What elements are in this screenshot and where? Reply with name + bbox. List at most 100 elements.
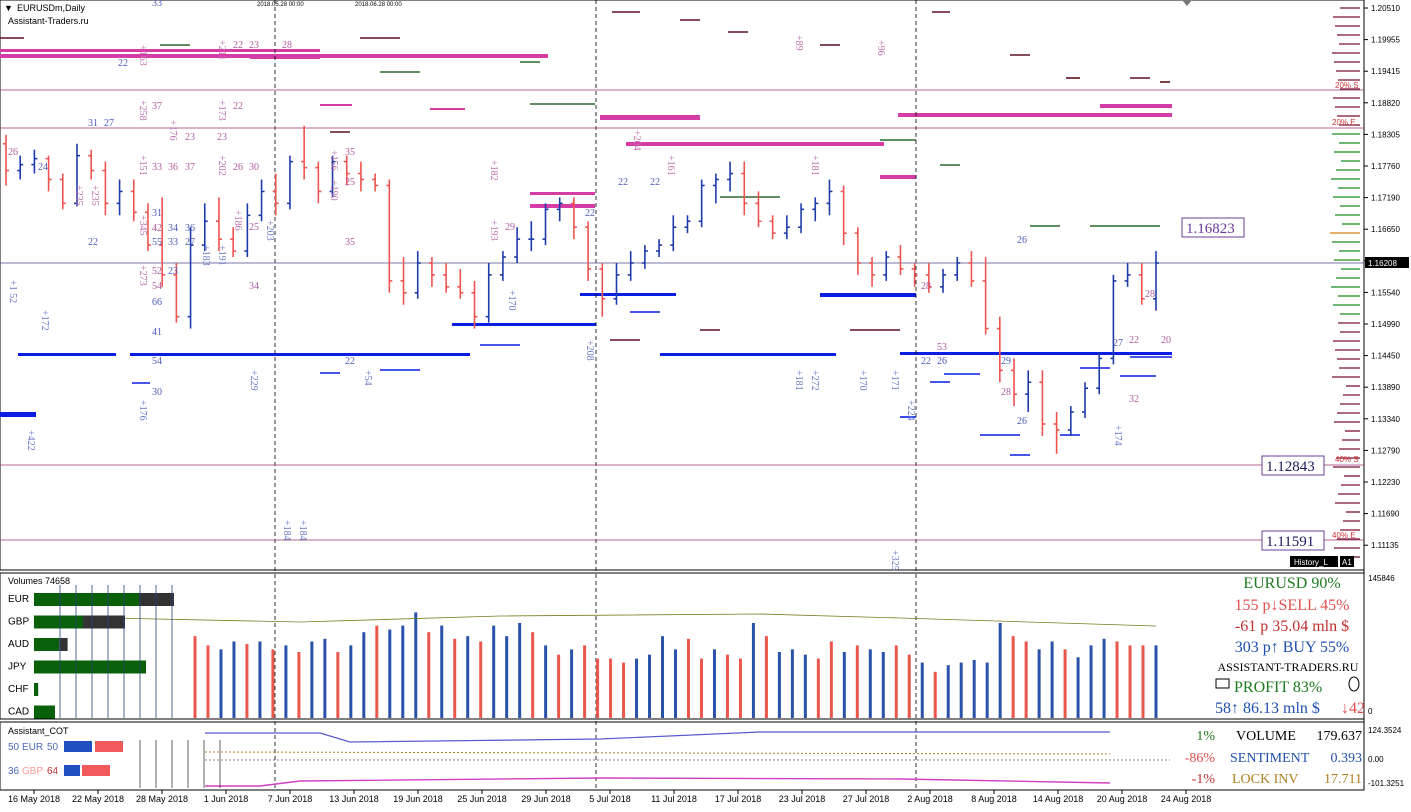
chart-label-7: 42 <box>152 223 162 234</box>
cot-panel[interactable] <box>0 721 1365 791</box>
info-buy: 303 p↑ BUY 55% <box>1235 639 1350 656</box>
volume-bar-20 <box>453 638 457 718</box>
rotated-label-11: +173 <box>216 100 227 121</box>
volume-bar-24 <box>505 636 509 718</box>
cot-row-lock-pct: -1% <box>1192 772 1216 787</box>
rotated-label-32: +170 <box>857 370 868 391</box>
blue-zone-3 <box>452 323 596 326</box>
main-price-panel[interactable] <box>0 0 1365 571</box>
magenta-zone-11 <box>250 56 320 59</box>
rotated-label-31: +181 <box>809 155 820 176</box>
chart-label-9: 36 <box>185 223 195 234</box>
volume-bar-7 <box>284 645 288 718</box>
currency-bar-dark-gbp <box>83 615 125 629</box>
price-tick-label-1: 1.19955 <box>1371 36 1400 45</box>
rotated-label-24: +193 <box>488 220 499 241</box>
volume-bar-72 <box>1128 645 1132 718</box>
a1-box[interactable] <box>1340 556 1354 567</box>
chart-label-16: 66 <box>152 297 162 308</box>
volumes-scale-top: 145846 <box>1368 574 1395 583</box>
price-tick-label-6: 1.17190 <box>1371 194 1400 203</box>
chart-label-34: 29 <box>505 222 515 233</box>
horizontal-levels <box>0 89 1364 541</box>
scroll-marker-icon[interactable] <box>1182 0 1192 6</box>
chart-label-30: 34 <box>249 281 259 292</box>
rotated-label-26: +208 <box>584 340 595 361</box>
volume-bar-22 <box>479 641 483 718</box>
rotated-label-6: +151 <box>137 155 148 176</box>
chart-label-36: 22 <box>618 177 628 188</box>
volume-bar-60 <box>972 659 976 718</box>
volume-bar-41 <box>725 654 729 718</box>
chart-label-22: 33 <box>152 162 162 173</box>
volume-bar-27 <box>544 645 548 718</box>
cot-eur-right: 50 <box>47 742 59 753</box>
volume-bar-70 <box>1102 638 1106 718</box>
magenta-zone-3 <box>626 142 884 146</box>
volume-bar-31 <box>596 658 600 718</box>
rotated-label-22: +54 <box>362 370 373 386</box>
cot-eur-code: EUR <box>22 742 43 753</box>
volume-bar-11 <box>336 652 340 718</box>
magenta-zone-6 <box>880 175 916 179</box>
chart-label-11: 33 <box>168 237 178 248</box>
right-axis-histogram <box>1330 7 1360 558</box>
volume-bar-45 <box>777 652 781 718</box>
rotated-label-7: +345 <box>137 215 148 236</box>
currency-label-chf: CHF <box>8 684 29 695</box>
date-tick-label-9: 5 Jul 2018 <box>589 794 631 804</box>
currency-label-eur: EUR <box>8 594 29 605</box>
price-tick-label-2: 1.19415 <box>1371 67 1400 76</box>
magenta-zone-10 <box>430 108 465 110</box>
volume-bar-48 <box>816 658 820 718</box>
price-tick-label-7: 1.16650 <box>1371 225 1400 234</box>
volume-bar-26 <box>531 632 535 718</box>
price-tick-label-9: 1.15540 <box>1371 288 1400 297</box>
info-pair: EURUSD 90% <box>1243 575 1340 592</box>
rotated-label-29: +181 <box>793 370 804 391</box>
chart-label-14: 23 <box>168 266 178 277</box>
volume-bar-59 <box>959 662 963 718</box>
chart-label-24: 37 <box>185 162 195 173</box>
info-profit: PROFIT 83% <box>1234 679 1322 696</box>
volume-bar-29 <box>570 649 574 718</box>
volumes-panel[interactable] <box>0 572 1365 720</box>
price-tick-label-14: 1.12790 <box>1371 446 1400 455</box>
rotated-label-0: +1 52 <box>7 280 18 303</box>
rotated-label-12: +202 <box>216 155 227 176</box>
history-box[interactable] <box>1290 556 1338 567</box>
date-tick-label-10: 11 Jul 2018 <box>651 794 697 804</box>
mouse-icon <box>1348 676 1360 692</box>
level-box-low1 <box>1261 455 1325 476</box>
rotated-label-1: +172 <box>39 310 50 331</box>
cot-row-lock-value: 17.711 <box>1324 772 1362 787</box>
volume-bar-71 <box>1115 641 1119 718</box>
cot-row-volume-label: VOLUME <box>1236 729 1296 744</box>
rotated-label-39: +422 <box>25 430 36 451</box>
rotated-label-40: +176 <box>167 120 178 141</box>
chart-label-6: 31 <box>152 208 162 219</box>
rotated-label-23: +182 <box>488 160 499 181</box>
volume-bar-74 <box>1154 645 1158 718</box>
rotated-label-14: +186 <box>232 210 243 231</box>
blue-zone-7 <box>0 412 36 417</box>
rotated-label-21: +156 <box>328 150 339 171</box>
level-label-top: 1.16823 <box>1186 221 1235 237</box>
volume-bar-13 <box>362 632 366 718</box>
magenta-zone-1 <box>0 49 320 52</box>
level-label-low2: 1.11591 <box>1266 534 1314 550</box>
currency-strength-bars: EUR GBP AUD JPY CHF CAD <box>8 585 174 719</box>
chart-label-52: 22 <box>233 40 243 51</box>
chart-label-10: 55 <box>152 237 162 248</box>
chart-label-31: 35 <box>345 147 355 158</box>
volume-bar-66 <box>1050 641 1054 718</box>
chart-label-20: 37 <box>152 101 162 112</box>
price-tick-label-13: 1.13340 <box>1371 415 1400 424</box>
site-label: Assistant-Traders.ru <box>8 16 89 26</box>
volume-bar-46 <box>790 649 794 718</box>
chart-label-50: 28 <box>1145 289 1155 300</box>
volume-bars <box>109 612 1158 718</box>
chart-label-37: 22 <box>650 177 660 188</box>
volume-bar-54 <box>894 645 898 718</box>
